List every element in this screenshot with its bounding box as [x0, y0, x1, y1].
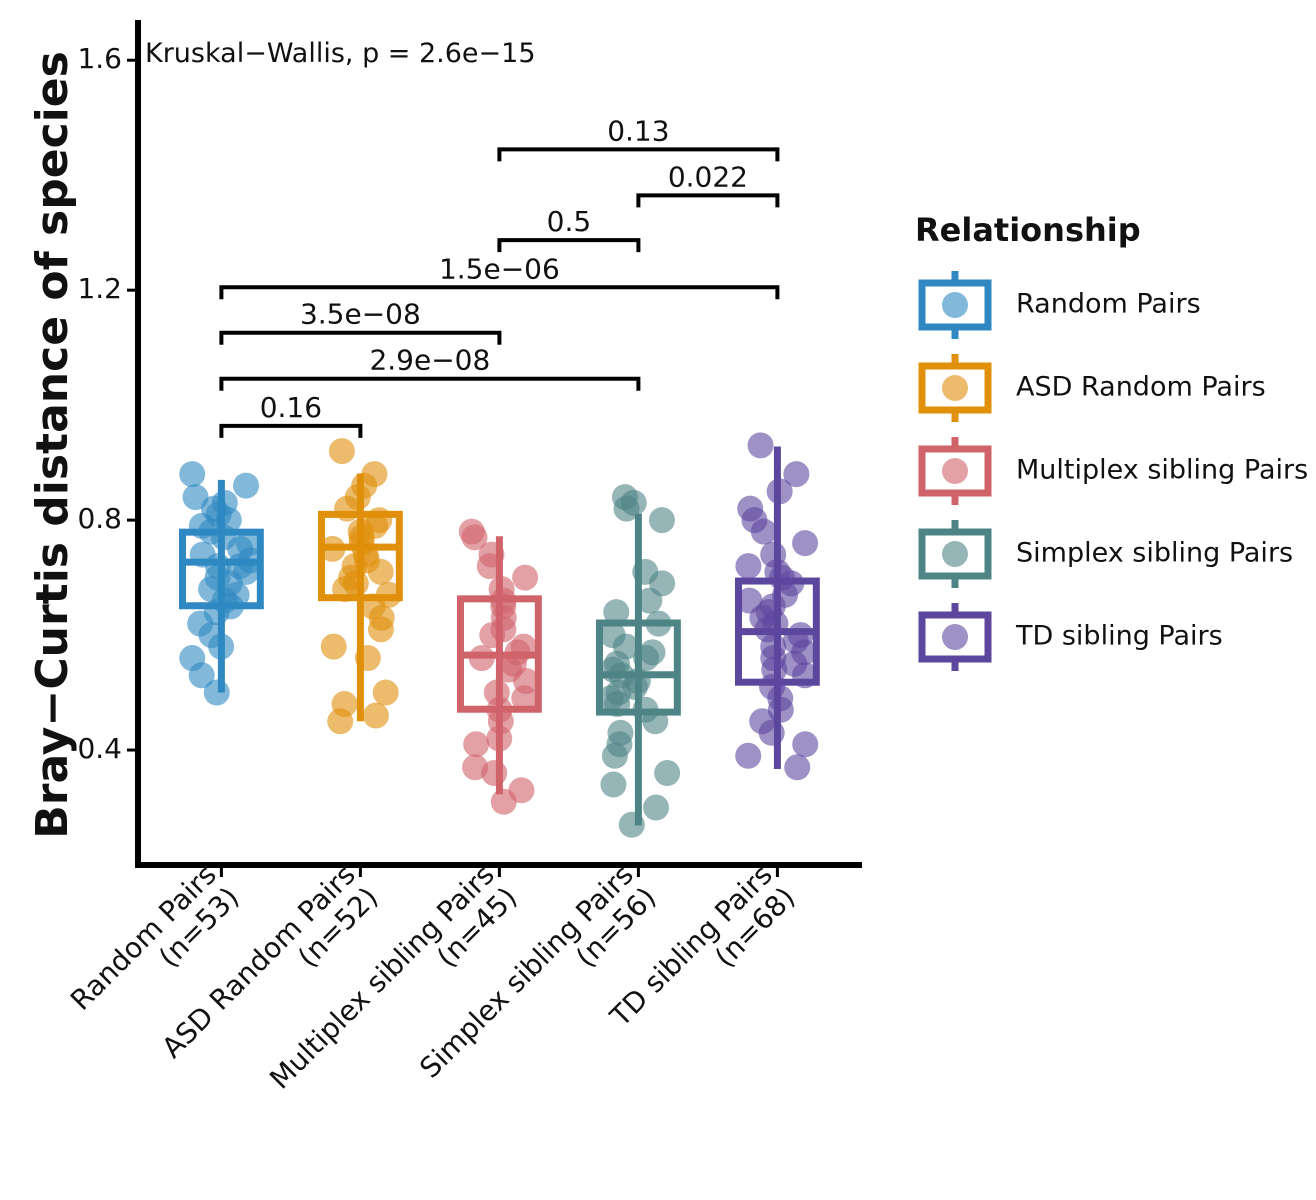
point — [367, 616, 394, 643]
point — [208, 633, 235, 660]
y-axis-title: Bray−Curtis distance of species — [27, 51, 78, 839]
comparison-bracket — [219, 285, 780, 300]
legend-title: Relationship — [915, 211, 1141, 249]
legend-point — [942, 375, 968, 401]
point — [512, 564, 539, 591]
point — [461, 524, 488, 551]
box — [317, 510, 403, 602]
point — [479, 622, 506, 649]
comparison-label: 1.5e−06 — [439, 252, 560, 285]
point — [319, 535, 346, 562]
point — [792, 731, 819, 758]
comparison-bracket — [219, 376, 641, 391]
comparison-bracket — [497, 238, 641, 253]
point — [783, 461, 810, 488]
point — [468, 645, 495, 672]
legend-label: Random Pairs — [1016, 289, 1201, 320]
comparison-label: 0.13 — [607, 114, 669, 147]
comparison-label: 0.16 — [260, 391, 322, 424]
point — [747, 432, 774, 459]
point — [486, 725, 513, 752]
legend-label: ASD Random Pairs — [1016, 372, 1266, 403]
point — [735, 742, 762, 769]
point — [327, 708, 354, 735]
comparison-label: 3.5e−08 — [300, 298, 421, 331]
point — [784, 754, 811, 781]
point — [328, 438, 355, 465]
point — [372, 679, 399, 706]
point — [645, 610, 672, 637]
point — [750, 518, 777, 545]
point — [618, 811, 645, 838]
point — [233, 472, 260, 499]
point — [636, 587, 663, 614]
y-tick-label: 1.6 — [77, 42, 122, 75]
point — [203, 679, 230, 706]
point — [792, 530, 819, 557]
point — [792, 662, 819, 689]
point — [735, 553, 762, 580]
legend-point — [942, 624, 968, 650]
comparison-bracket — [636, 193, 780, 208]
point — [320, 633, 347, 660]
point — [643, 794, 670, 821]
point — [642, 708, 669, 735]
point — [633, 645, 660, 672]
point — [613, 495, 640, 522]
point — [463, 731, 490, 758]
legend-label: Simplex sibling Pairs — [1016, 538, 1293, 569]
point — [767, 696, 794, 723]
comparison-label: 2.9e−08 — [369, 344, 490, 377]
legend-point — [942, 292, 968, 318]
point — [367, 558, 394, 585]
legend-label: Multiplex sibling Pairs — [1016, 455, 1308, 486]
point — [601, 742, 628, 769]
point — [490, 788, 517, 815]
point — [604, 691, 631, 718]
y-tick-label: 0.8 — [77, 502, 122, 535]
point — [334, 495, 361, 522]
comparison-bracket — [219, 423, 363, 438]
point — [766, 478, 793, 505]
point — [654, 760, 681, 787]
comparison-bracket — [219, 330, 502, 345]
y-tick-label: 1.2 — [77, 272, 122, 305]
point — [511, 685, 538, 712]
point — [603, 599, 630, 626]
point — [179, 461, 206, 488]
point — [600, 771, 627, 798]
legend-point — [942, 541, 968, 567]
comparison-label: 0.5 — [547, 205, 592, 238]
point — [481, 760, 508, 787]
point — [354, 645, 381, 672]
point — [476, 553, 503, 580]
comparison-label: 0.022 — [668, 160, 748, 193]
legend-box — [918, 445, 992, 497]
annotation: Kruskal−Wallis, p = 2.6e−15 — [145, 38, 536, 69]
legend-label: TD sibling Pairs — [1015, 621, 1223, 652]
point — [648, 507, 675, 534]
comparison-bracket — [497, 147, 780, 162]
y-tick-label: 0.4 — [77, 732, 122, 765]
point — [188, 662, 215, 689]
point — [332, 576, 359, 603]
point — [758, 719, 785, 746]
point — [362, 702, 389, 729]
legend-box — [918, 279, 992, 331]
legend-point — [942, 458, 968, 484]
